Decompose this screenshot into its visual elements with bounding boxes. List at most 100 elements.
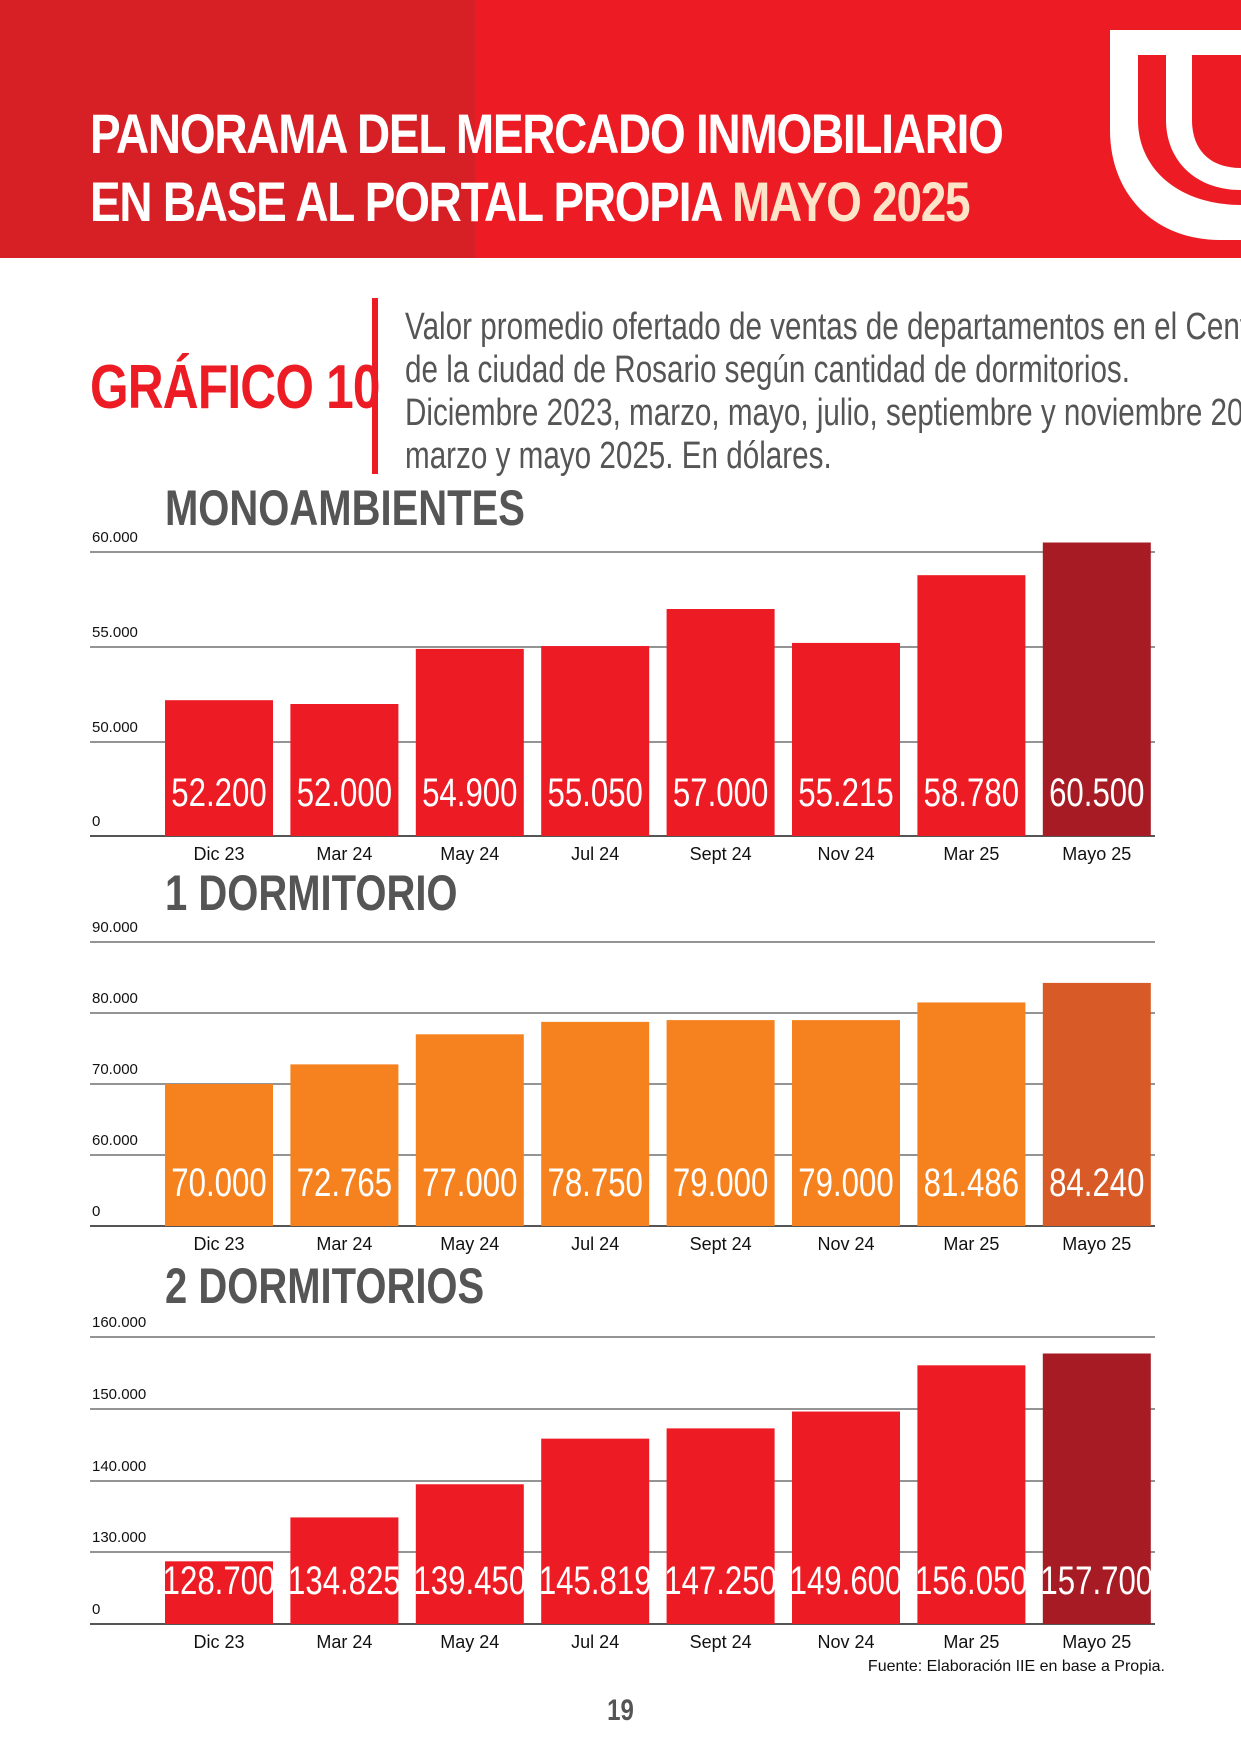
bar <box>792 1411 900 1624</box>
x-tick-label: Mar 25 <box>943 1632 999 1652</box>
data-label: 60.500 <box>1049 770 1144 815</box>
data-label: 79.000 <box>798 1160 893 1205</box>
page-number: 19 <box>607 1694 634 1727</box>
data-label: 147.250 <box>664 1558 777 1603</box>
bar <box>165 1561 273 1624</box>
x-tick-label: Sept 24 <box>690 844 752 864</box>
bar <box>290 704 399 836</box>
header-banner: PANORAMA DEL MERCADO INMOBILIARIO EN BAS… <box>0 0 1241 258</box>
page-title: PANORAMA DEL MERCADO INMOBILIARIO EN BAS… <box>90 100 1004 236</box>
description-line: de la ciudad de Rosario según cantidad d… <box>405 349 1130 391</box>
x-tick-label: Mayo 25 <box>1062 844 1131 864</box>
x-tick-label: Dic 23 <box>193 1632 244 1652</box>
x-tick-label: Jul 24 <box>571 844 619 864</box>
bar <box>541 1021 650 1226</box>
y-tick-label: 70.000 <box>92 1061 138 1078</box>
chart-number-label: GRÁFICO 10 <box>90 353 380 422</box>
data-label: 70.000 <box>171 1160 266 1205</box>
data-label: 77.000 <box>422 1160 517 1205</box>
x-tick-label: Nov 24 <box>817 844 874 864</box>
x-tick-label: Mar 25 <box>943 844 999 864</box>
bar <box>792 642 900 836</box>
data-label: 128.700 <box>163 1558 276 1603</box>
data-label: 54.900 <box>422 770 517 815</box>
data-label: 78.750 <box>547 1160 642 1205</box>
x-tick-label: Jul 24 <box>571 1632 619 1652</box>
y-tick-label: 150.000 <box>92 1386 146 1403</box>
bar <box>666 1020 775 1226</box>
chart-title: MONOAMBIENTES <box>165 480 525 536</box>
bar <box>666 1428 775 1624</box>
bar <box>792 1020 900 1226</box>
x-tick-label: May 24 <box>440 1632 499 1652</box>
x-tick-label: Mayo 25 <box>1062 1632 1131 1652</box>
data-label: 55.050 <box>547 770 642 815</box>
title-line-1: PANORAMA DEL MERCADO INMOBILIARIO <box>90 102 1004 165</box>
header-left-panel <box>0 0 475 258</box>
y-tick-label: 0 <box>92 813 100 830</box>
data-label: 58.780 <box>924 770 1019 815</box>
data-label: 52.200 <box>171 770 266 815</box>
bar <box>290 1064 399 1226</box>
x-tick-label: Nov 24 <box>817 1234 874 1254</box>
bar <box>666 609 775 836</box>
bar <box>917 575 1026 836</box>
bar <box>917 1002 1026 1226</box>
y-tick-label: 130.000 <box>92 1529 146 1546</box>
chart-title: 2 DORMITORIOS <box>165 1258 484 1314</box>
data-label: 72.765 <box>297 1160 392 1205</box>
x-tick-label: Dic 23 <box>193 844 244 864</box>
bar <box>541 646 650 836</box>
y-tick-label: 140.000 <box>92 1458 146 1475</box>
data-label: 79.000 <box>673 1160 768 1205</box>
data-label: 81.486 <box>924 1160 1019 1205</box>
x-tick-label: Mar 24 <box>316 1632 372 1652</box>
chart-title: 1 DORMITORIO <box>165 865 458 921</box>
bar <box>415 1484 524 1624</box>
y-tick-label: 160.000 <box>92 1314 146 1331</box>
x-tick-label: Mar 25 <box>943 1234 999 1254</box>
data-label: 149.600 <box>790 1558 903 1603</box>
y-tick-label: 0 <box>92 1203 100 1220</box>
bar <box>1042 1353 1151 1624</box>
data-label: 156.050 <box>915 1558 1028 1603</box>
x-tick-label: Mar 24 <box>316 844 372 864</box>
y-tick-label: 50.000 <box>92 719 138 736</box>
data-label: 134.825 <box>288 1558 401 1603</box>
propia-logo-icon <box>1110 30 1241 240</box>
x-tick-label: May 24 <box>440 844 499 864</box>
data-label: 145.819 <box>539 1558 652 1603</box>
x-tick-label: Sept 24 <box>690 1234 752 1254</box>
bar <box>1042 542 1151 836</box>
bar <box>541 1438 650 1624</box>
bar <box>1042 982 1151 1226</box>
data-label: 52.000 <box>297 770 392 815</box>
y-tick-label: 80.000 <box>92 990 138 1007</box>
bar <box>165 1084 273 1226</box>
title-divider <box>372 298 378 474</box>
x-tick-label: Mayo 25 <box>1062 1234 1131 1254</box>
x-tick-label: May 24 <box>440 1234 499 1254</box>
data-label: 84.240 <box>1049 1160 1144 1205</box>
x-tick-label: Nov 24 <box>817 1632 874 1652</box>
x-tick-label: Jul 24 <box>571 1234 619 1254</box>
data-label: 55.215 <box>798 770 893 815</box>
data-label: 139.450 <box>413 1558 526 1603</box>
data-label: 157.700 <box>1040 1558 1153 1603</box>
y-tick-label: 60.000 <box>92 529 138 546</box>
description-line: marzo y mayo 2025. En dólares. <box>405 435 832 477</box>
bar <box>165 700 273 836</box>
title-line-2-text: EN BASE AL PORTAL PROPIA <box>90 170 722 233</box>
x-tick-label: Sept 24 <box>690 1632 752 1652</box>
y-tick-label: 0 <box>92 1601 100 1618</box>
bar <box>917 1365 1026 1624</box>
title-line-2: EN BASE AL PORTAL PROPIA MAYO 2025 <box>90 168 1003 236</box>
y-tick-label: 90.000 <box>92 919 138 936</box>
bar <box>415 648 524 836</box>
data-label: 57.000 <box>673 770 768 815</box>
bar <box>415 1034 524 1226</box>
y-tick-label: 55.000 <box>92 624 138 641</box>
y-tick-label: 60.000 <box>92 1132 138 1149</box>
x-tick-label: Dic 23 <box>193 1234 244 1254</box>
bar <box>290 1517 399 1624</box>
